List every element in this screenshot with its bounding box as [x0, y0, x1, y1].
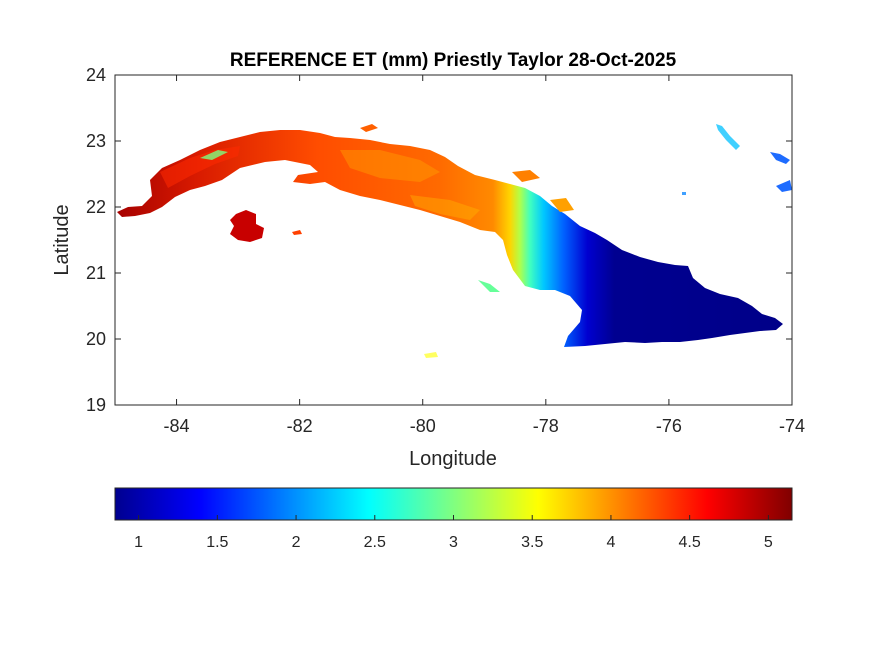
colorbar-tick-label: 4.5 — [679, 534, 701, 551]
south-cay-west — [292, 230, 302, 235]
x-tick-label: -76 — [656, 416, 682, 436]
x-tick-label: -82 — [287, 416, 313, 436]
plot-area — [115, 75, 792, 405]
texture-west — [160, 146, 240, 188]
north-cays — [360, 124, 378, 132]
colorbar-tick-label: 4 — [606, 534, 615, 551]
y-tick-label: 19 — [86, 395, 106, 415]
y-axis-ticks: 19 20 21 22 23 24 — [86, 65, 792, 415]
isla-de-la-juventud — [230, 210, 264, 242]
chart-title: REFERENCE ET (mm) Priestly Taylor 28-Oct… — [230, 50, 677, 71]
south-cays — [478, 280, 500, 292]
colorbar-ticks: 1 1.5 2 2.5 3 3.5 4 4.5 5 — [134, 515, 773, 551]
colorbar-tick-label: 5 — [764, 534, 773, 551]
y-tick-label: 21 — [86, 263, 106, 283]
y-tick-label: 23 — [86, 131, 106, 151]
bahamas-fragment-1 — [716, 124, 740, 150]
x-tick-label: -74 — [779, 416, 805, 436]
cuba-landmass — [117, 130, 783, 347]
texture-north-west — [200, 150, 228, 160]
x-tick-label: -78 — [533, 416, 559, 436]
south-cay-small — [424, 352, 438, 358]
map-layer — [117, 124, 792, 358]
bahamas-fragment-3 — [776, 180, 792, 192]
colorbar — [114, 487, 793, 521]
plot-frame — [114, 74, 793, 406]
x-axis-label: Longitude — [409, 448, 497, 470]
colorbar-tick-label: 2 — [292, 534, 301, 551]
y-tick-label: 22 — [86, 197, 106, 217]
x-axis-ticks: -84 -82 -80 -78 -76 -74 — [164, 75, 805, 436]
x-tick-label: -84 — [164, 416, 190, 436]
y-axis-label: Latitude — [51, 204, 73, 275]
north-cays-2 — [512, 170, 540, 182]
colorbar-tick-label: 3.5 — [521, 534, 543, 551]
colorbar-tick-label: 1 — [134, 534, 143, 551]
colorbar-tick-label: 2.5 — [364, 534, 386, 551]
y-tick-label: 24 — [86, 65, 106, 85]
colorbar-tick-label: 3 — [449, 534, 458, 551]
bahamas-fragment-2 — [770, 152, 790, 164]
texture-central — [340, 150, 440, 182]
colorbar-tick-label: 1.5 — [206, 534, 228, 551]
y-tick-label: 20 — [86, 329, 106, 349]
x-tick-label: -80 — [410, 416, 436, 436]
bahamas-fragment-4 — [682, 192, 686, 195]
texture-central-2 — [410, 195, 480, 220]
north-cays-3 — [550, 198, 574, 212]
